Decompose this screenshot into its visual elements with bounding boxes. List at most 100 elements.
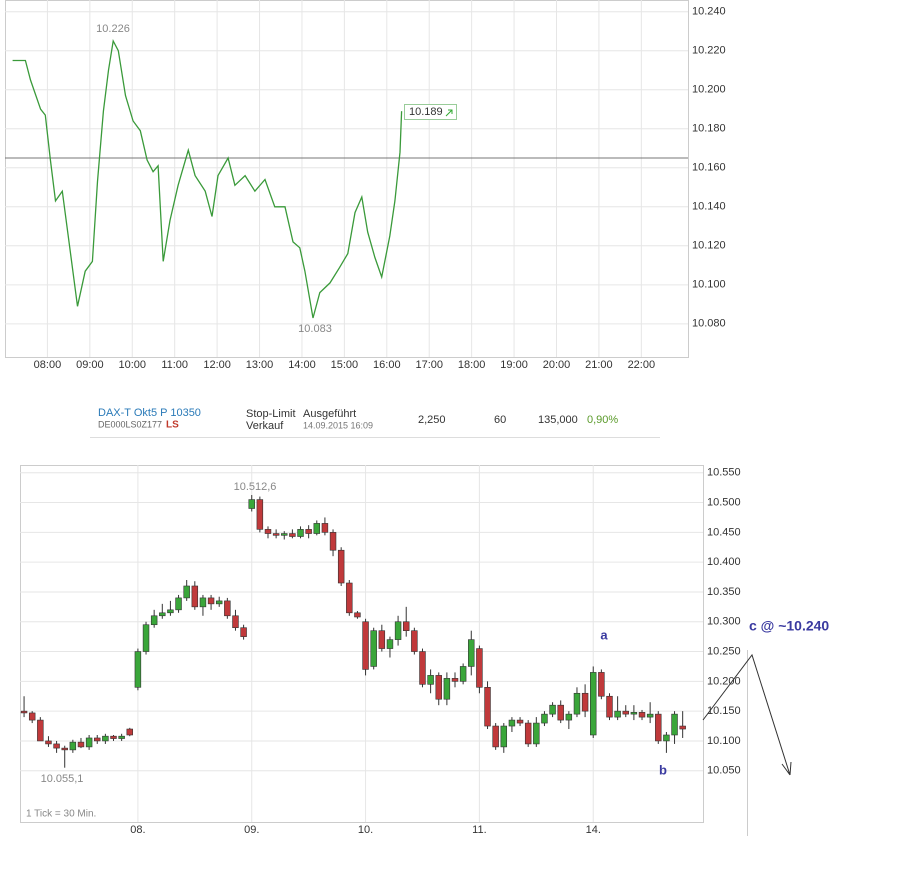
x-tick-label: 14:00	[288, 359, 316, 371]
candle-body	[232, 615, 239, 629]
y-tick-label: 10.300	[707, 616, 741, 628]
candle-body	[142, 624, 150, 652]
price-line	[12, 38, 403, 319]
candle-body	[598, 672, 605, 697]
candle-body	[402, 621, 410, 631]
total: 135,000	[538, 414, 578, 426]
y-tick-label: 10.250	[707, 645, 741, 657]
candle-body	[281, 533, 288, 536]
candle-body	[94, 737, 101, 742]
order-type: Stop-Limit	[246, 408, 296, 420]
datetime: 14.09.2015 16:09	[303, 420, 373, 430]
candle-body	[77, 741, 85, 748]
x-tick-label: 10:00	[119, 359, 147, 371]
y-tick-label: 10.140	[692, 201, 726, 213]
candle-body	[167, 609, 174, 614]
candle-body	[516, 719, 524, 724]
last-price: 10.189	[409, 106, 443, 118]
candle-body	[354, 612, 361, 618]
low-label: 10.083	[298, 323, 332, 335]
candle-body	[346, 582, 353, 614]
candle-body	[655, 713, 662, 742]
candle-body	[175, 597, 182, 611]
candle-body	[305, 529, 312, 534]
candle-body	[386, 639, 394, 649]
candle-body	[183, 585, 190, 599]
candle-body	[69, 741, 77, 751]
candle-body	[573, 692, 581, 715]
x-tick-label: 12:00	[203, 359, 231, 371]
candle-body	[590, 672, 597, 736]
candle-body	[435, 675, 442, 700]
candle-body	[524, 722, 532, 745]
candle-body	[557, 704, 564, 721]
y-tick-label: 10.400	[707, 556, 741, 568]
candle-body	[492, 725, 499, 748]
candle-body	[679, 725, 686, 730]
candle-body	[199, 597, 207, 608]
x-tick-label: 19:00	[500, 359, 528, 371]
candle-body	[622, 710, 629, 715]
last-price-box	[404, 104, 457, 120]
candle-body	[248, 499, 255, 509]
candle-body	[224, 600, 231, 617]
y-tick-label: 10.200	[707, 675, 741, 687]
candle-body	[476, 648, 483, 688]
y-tick-label: 10.100	[692, 279, 726, 291]
candle-body	[159, 612, 166, 617]
quantity: 60	[494, 414, 506, 426]
high-label: 10.512,6	[234, 481, 277, 493]
candle-body	[630, 712, 638, 715]
x-tick-label: 13:00	[246, 359, 274, 371]
y-tick-label: 10.160	[692, 162, 726, 174]
bottom-plot-frame	[20, 465, 704, 823]
candle-body	[362, 621, 369, 670]
wave-c: c @ ~10.240	[749, 618, 829, 634]
candle-body	[663, 734, 670, 742]
candle-body	[411, 630, 418, 652]
tick-note: 1 Tick = 30 Min.	[26, 809, 96, 820]
x-tick-label: 16:00	[373, 359, 401, 371]
candle-body	[671, 713, 678, 736]
candle-body	[581, 692, 589, 712]
x-tick-label: 08.	[130, 824, 145, 836]
wave-a: a	[600, 627, 608, 642]
x-tick-label: 10.	[358, 824, 373, 836]
y-tick-label: 10.240	[692, 6, 726, 18]
candle-body	[85, 737, 93, 748]
side: Verkauf	[246, 420, 284, 432]
candle-body	[215, 600, 223, 605]
y-tick-label: 10.080	[692, 318, 726, 330]
candle-body	[427, 675, 434, 685]
candle-body	[110, 735, 117, 739]
candle-body	[606, 695, 613, 718]
candle-body	[638, 712, 646, 718]
candle-body	[207, 597, 215, 605]
x-tick-label: 14.	[586, 824, 601, 836]
candle-body	[394, 621, 402, 640]
y-tick-label: 10.120	[692, 240, 726, 252]
candle-body	[541, 713, 548, 724]
status: Ausgeführt	[303, 408, 356, 420]
candle-body	[272, 533, 280, 536]
x-tick-label: 08:00	[34, 359, 62, 371]
top-plot-frame	[5, 0, 689, 358]
x-tick-label: 18:00	[458, 359, 486, 371]
candle-body	[289, 533, 296, 537]
candle-body	[443, 678, 451, 700]
low-label: 10.055,1	[41, 773, 84, 785]
candle-body	[337, 549, 345, 584]
candle-body	[468, 639, 475, 667]
candle-body	[134, 651, 142, 688]
candle-body	[45, 740, 52, 745]
x-tick-label: 20:00	[543, 359, 571, 371]
isin: DE000LS0Z177	[98, 419, 162, 429]
candle-body	[646, 713, 654, 718]
candle-body	[264, 529, 272, 534]
candle-body	[20, 710, 28, 714]
candle-body	[102, 735, 109, 742]
candle-body	[565, 713, 573, 721]
candle-body	[28, 712, 36, 721]
